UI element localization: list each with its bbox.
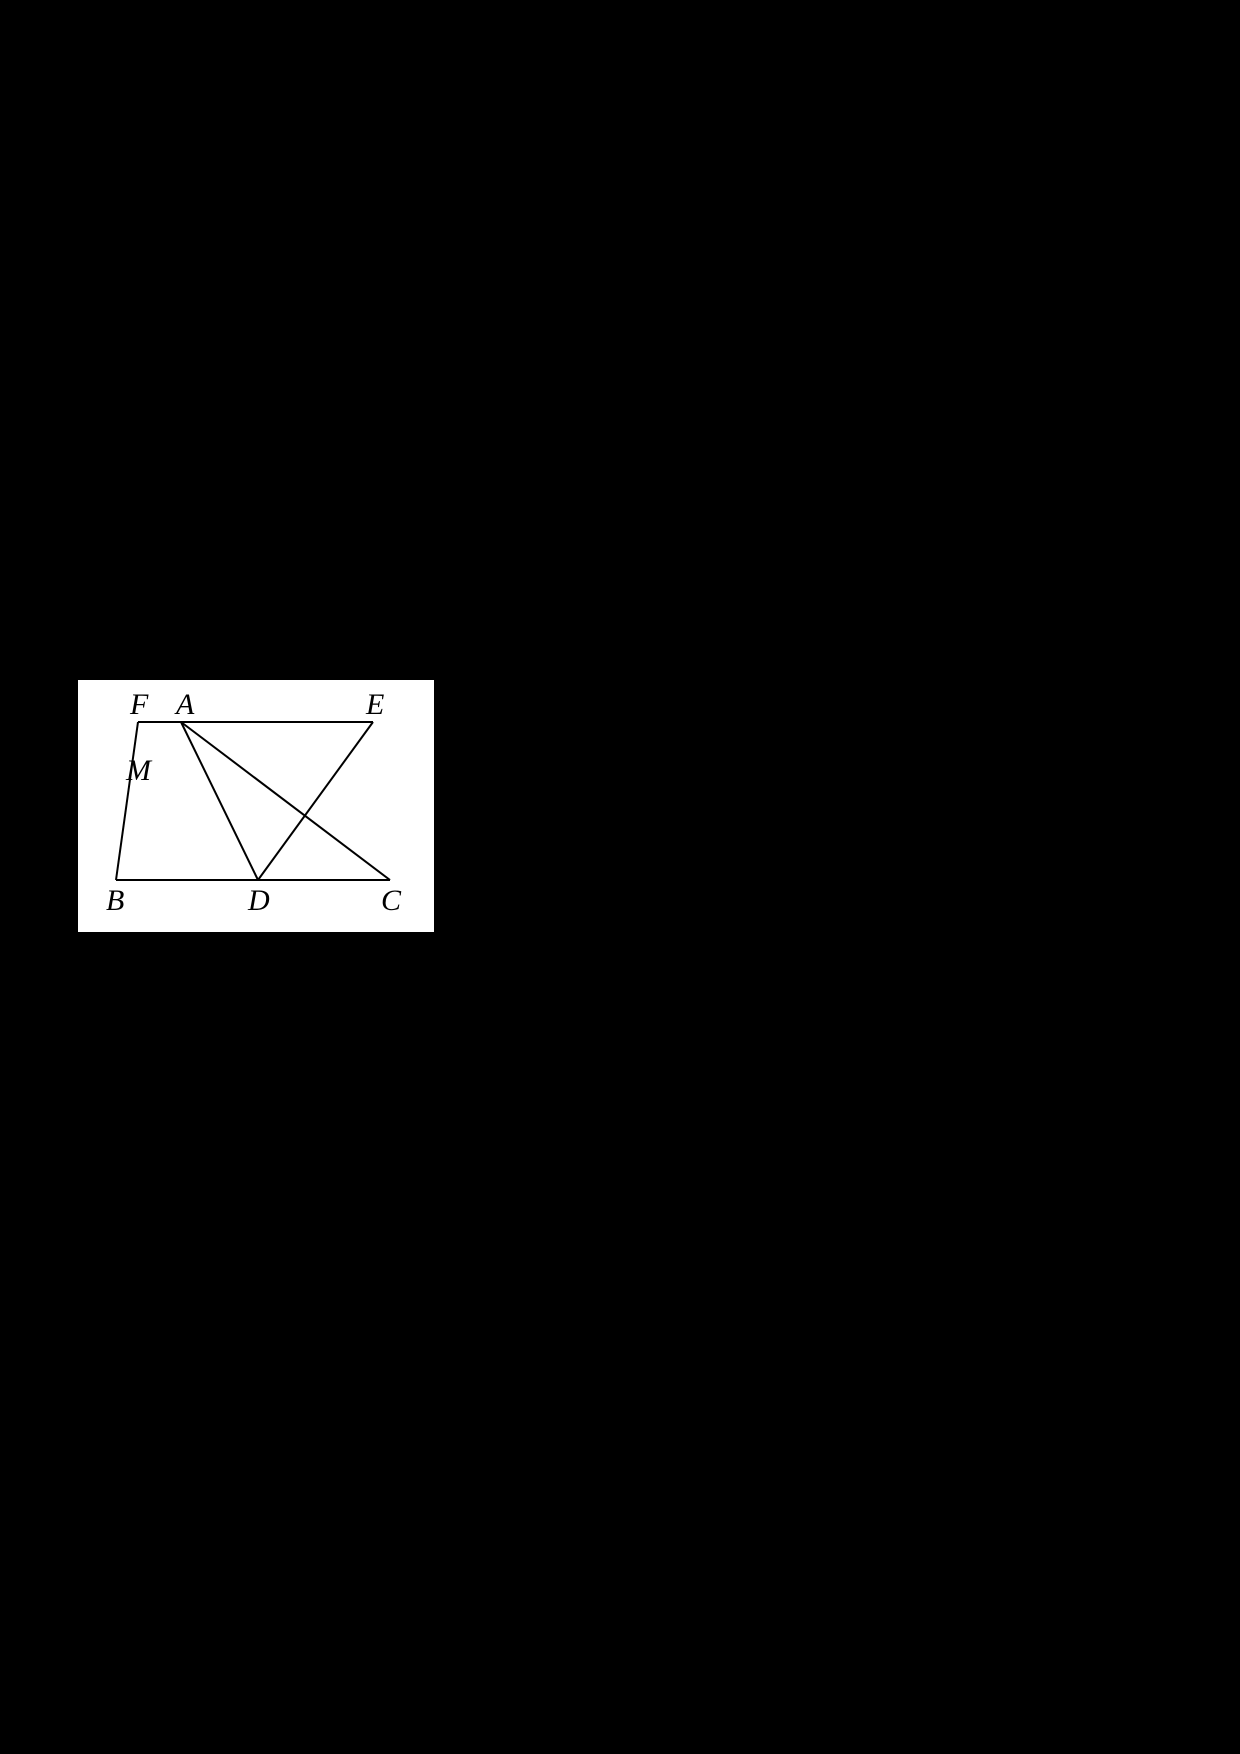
vertex-label-F: F	[129, 688, 149, 721]
diagram-edges	[116, 722, 390, 880]
vertex-label-D: D	[247, 884, 270, 917]
edge-A-D	[181, 722, 258, 880]
edge-D-E	[258, 722, 373, 880]
vertex-label-M: M	[125, 754, 153, 787]
geometry-diagram-svg: FA E M B D C	[78, 680, 434, 932]
geometry-diagram-container: FA E M B D C	[78, 680, 434, 932]
vertex-label-A: A	[174, 688, 195, 721]
vertex-label-E: E	[365, 688, 384, 721]
edge-A-C	[181, 722, 390, 880]
vertex-label-C: C	[381, 884, 402, 917]
edge-F-B	[116, 722, 138, 880]
vertex-label-B: B	[106, 884, 124, 917]
